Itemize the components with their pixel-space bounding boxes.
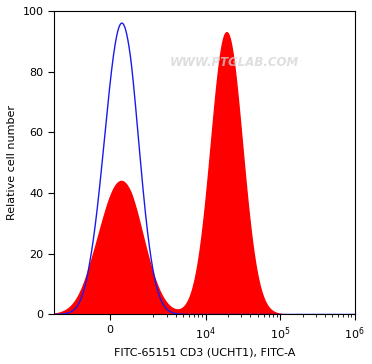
X-axis label: FITC-65151 CD3 (UCHT1), FITC-A: FITC-65151 CD3 (UCHT1), FITC-A — [113, 347, 295, 357]
Text: WWW.PTGLAB.COM: WWW.PTGLAB.COM — [170, 56, 299, 69]
Y-axis label: Relative cell number: Relative cell number — [7, 105, 17, 220]
